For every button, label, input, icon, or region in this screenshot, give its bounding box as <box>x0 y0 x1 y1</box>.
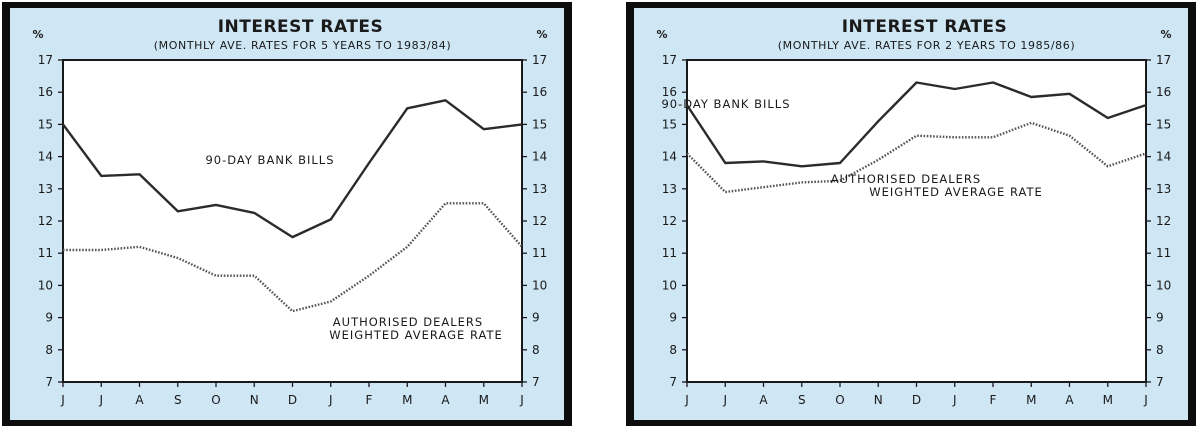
x-tick-label: J <box>1143 393 1148 407</box>
y-tick-label-right: 7 <box>1156 375 1164 389</box>
x-tick-label: D <box>912 393 921 407</box>
y-tick-label-left: 7 <box>45 375 53 389</box>
y-unit-right: % <box>536 28 547 41</box>
y-tick-label-left: 17 <box>38 53 53 67</box>
y-tick-label-right: 10 <box>1156 278 1171 292</box>
chart-panel-left: INTEREST RATES (MONTHLY AVE. RATES FOR 5 … <box>2 2 572 426</box>
y-tick-label-left: 17 <box>662 53 677 67</box>
y-tick-label-left: 12 <box>662 214 677 228</box>
x-tick-label: F <box>366 393 373 407</box>
y-tick-label-right: 9 <box>532 311 540 325</box>
chart-panel-right: INTEREST RATES (MONTHLY AVE. RATES FOR 2 … <box>626 2 1196 426</box>
y-unit-left: % <box>32 28 43 41</box>
y-tick-label-left: 13 <box>38 182 53 196</box>
y-tick-label-right: 16 <box>1156 85 1171 99</box>
x-tick-label: J <box>684 393 689 407</box>
y-tick-label-left: 15 <box>662 117 677 131</box>
series-label-weighted-average: WEIGHTED AVERAGE RATE <box>329 328 502 342</box>
y-tick-label-right: 11 <box>1156 246 1171 260</box>
y-tick-label-left: 8 <box>669 343 677 357</box>
y-tick-label-left: 14 <box>38 150 53 164</box>
y-tick-label-right: 14 <box>532 150 547 164</box>
chart-title: INTEREST RATES <box>842 17 1008 37</box>
y-tick-label-right: 13 <box>532 182 547 196</box>
chart-subtitle: (MONTHLY AVE. RATES FOR 5 YEARS TO 1983/… <box>154 39 451 52</box>
y-tick-label-right: 16 <box>532 85 547 99</box>
y-unit-left: % <box>656 28 667 41</box>
x-tick-label: A <box>135 393 144 407</box>
y-tick-label-right: 15 <box>1156 117 1171 131</box>
x-tick-label: N <box>250 393 259 407</box>
y-tick-label-left: 8 <box>45 343 53 357</box>
y-tick-label-right: 7 <box>532 375 540 389</box>
y-tick-label-right: 13 <box>1156 182 1171 196</box>
y-tick-label-right: 10 <box>532 278 547 292</box>
y-tick-label-left: 13 <box>662 182 677 196</box>
y-tick-label-left: 7 <box>669 375 677 389</box>
y-tick-label-left: 12 <box>38 214 53 228</box>
x-tick-label: J <box>722 393 727 407</box>
y-unit-right: % <box>1160 28 1171 41</box>
series-label-bank-bills: 90-DAY BANK BILLS <box>661 97 790 111</box>
x-tick-label: F <box>990 393 997 407</box>
plot-area <box>62 59 523 383</box>
y-tick-label-right: 17 <box>532 53 547 67</box>
y-tick-label-left: 15 <box>38 117 53 131</box>
y-tick-label-left: 10 <box>38 278 53 292</box>
y-tick-label-right: 8 <box>532 343 540 357</box>
interest-rates-chart-5yr: INTEREST RATES (MONTHLY AVE. RATES FOR 5 … <box>10 8 564 420</box>
y-tick-label-left: 16 <box>38 85 53 99</box>
x-tick-label: M <box>1026 393 1036 407</box>
x-tick-label: M <box>479 393 489 407</box>
series-label-bank-bills: 90-DAY BANK BILLS <box>205 153 334 167</box>
x-tick-label: N <box>874 393 883 407</box>
series-label-authorised-dealers: AUTHORISED DEALERS <box>333 315 483 329</box>
chart-title: INTEREST RATES <box>218 17 384 37</box>
interest-rates-chart-2yr: INTEREST RATES (MONTHLY AVE. RATES FOR 2 … <box>634 8 1188 420</box>
x-tick-label: O <box>835 393 844 407</box>
x-tick-label: M <box>1103 393 1113 407</box>
series-label-weighted-average: WEIGHTED AVERAGE RATE <box>869 185 1042 199</box>
y-tick-label-left: 11 <box>662 246 677 260</box>
x-tick-label: S <box>174 393 182 407</box>
y-tick-label-left: 16 <box>662 85 677 99</box>
x-tick-label: D <box>288 393 297 407</box>
x-tick-label: J <box>328 393 333 407</box>
y-tick-label-right: 12 <box>1156 214 1171 228</box>
y-tick-label-left: 10 <box>662 278 677 292</box>
x-tick-label: J <box>98 393 103 407</box>
x-tick-label: M <box>402 393 412 407</box>
y-tick-label-left: 9 <box>45 311 53 325</box>
x-tick-label: A <box>441 393 450 407</box>
x-tick-label: S <box>798 393 806 407</box>
x-tick-label: O <box>211 393 220 407</box>
y-tick-label-right: 14 <box>1156 150 1171 164</box>
y-tick-label-left: 9 <box>669 311 677 325</box>
y-tick-label-right: 15 <box>532 117 547 131</box>
x-tick-label: J <box>60 393 65 407</box>
y-tick-label-right: 8 <box>1156 343 1164 357</box>
x-tick-label: A <box>759 393 768 407</box>
y-tick-label-left: 14 <box>662 150 677 164</box>
y-tick-label-left: 11 <box>38 246 53 260</box>
x-tick-label: J <box>952 393 957 407</box>
x-tick-label: A <box>1065 393 1074 407</box>
y-tick-label-right: 11 <box>532 246 547 260</box>
y-tick-label-right: 12 <box>532 214 547 228</box>
y-tick-label-right: 9 <box>1156 311 1164 325</box>
chart-subtitle: (MONTHLY AVE. RATES FOR 2 YEARS TO 1985/… <box>778 39 1075 52</box>
y-tick-label-right: 17 <box>1156 53 1171 67</box>
x-tick-label: J <box>519 393 524 407</box>
series-label-authorised-dealers: AUTHORISED DEALERS <box>831 172 981 186</box>
